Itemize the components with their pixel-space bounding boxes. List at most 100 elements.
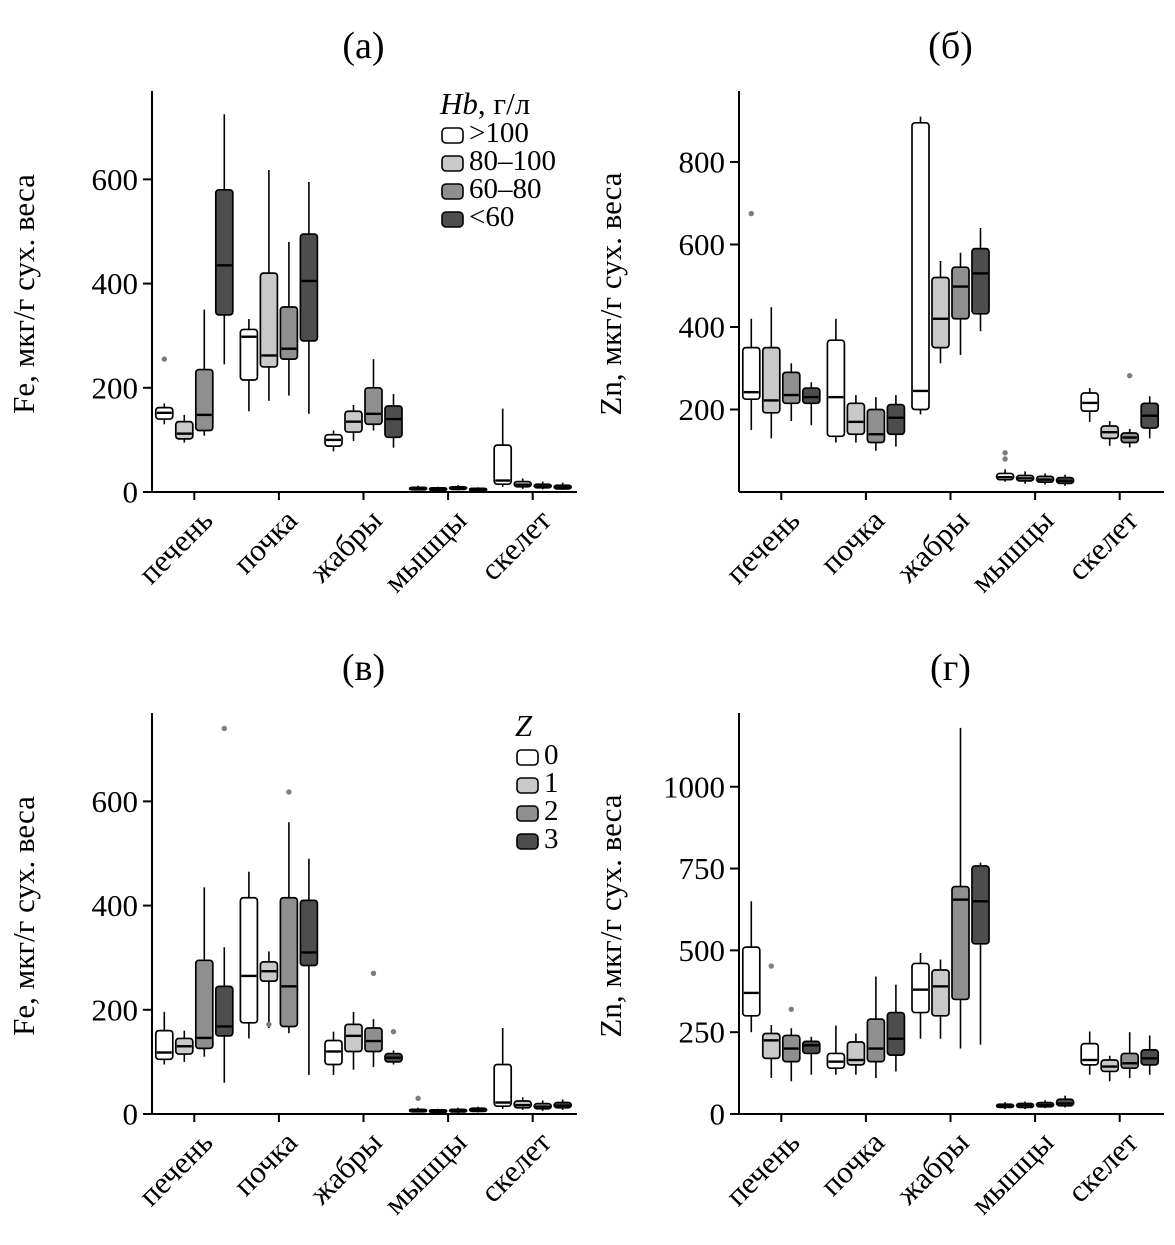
legend-label: >100 xyxy=(469,117,529,149)
outlier-dot xyxy=(415,1095,421,1102)
category-label: мышцы xyxy=(964,1124,1061,1221)
legend-swatch xyxy=(516,833,539,850)
box xyxy=(931,276,950,349)
panel-b-chart: (б) Zn, мкг/г сух. веса 200 400 600 800 печень… xyxy=(593,25,1164,599)
box xyxy=(761,346,781,414)
category-label: жабры xyxy=(302,1124,389,1211)
box xyxy=(239,896,259,1024)
outlier-dot xyxy=(748,210,754,217)
legend-swatch xyxy=(441,155,464,172)
box xyxy=(801,1040,821,1055)
legend-swatch xyxy=(441,183,464,200)
box xyxy=(846,1041,866,1066)
box xyxy=(911,962,930,1014)
y-tick-label: 0 xyxy=(710,1097,726,1132)
box xyxy=(866,1018,886,1063)
box xyxy=(493,1063,513,1108)
y-axis-label: Zn, мкг/г сух. веса xyxy=(593,794,628,1037)
outlier-dot xyxy=(286,789,292,795)
outlier-dot xyxy=(1002,456,1008,462)
outlier-dot xyxy=(161,356,167,362)
box xyxy=(364,386,383,426)
category-label: жабры xyxy=(889,502,976,589)
category-label: мышцы xyxy=(377,502,474,599)
legend-label: 80–100 xyxy=(469,145,556,177)
box xyxy=(866,408,886,444)
box xyxy=(951,266,970,320)
legend-swatch xyxy=(441,211,464,228)
box xyxy=(801,387,821,405)
box xyxy=(239,328,259,381)
legend-label: 2 xyxy=(544,795,559,827)
category-label: печень xyxy=(131,502,219,590)
box xyxy=(826,339,846,438)
box xyxy=(971,865,990,945)
y-tick-label: 750 xyxy=(679,851,726,886)
box xyxy=(1080,1042,1100,1066)
y-tick-label: 200 xyxy=(679,392,726,427)
y-axis-label: Zn, мкг/г сух. веса xyxy=(593,172,628,415)
category-label: жабры xyxy=(302,502,389,589)
legend-swatch xyxy=(516,749,539,766)
y-axis-label: Fe, мкг/г сух. веса xyxy=(6,174,41,414)
y-tick-label: 200 xyxy=(92,370,139,405)
legend-title: Z xyxy=(515,708,533,743)
box xyxy=(279,896,299,1028)
outlier-dot xyxy=(370,970,377,977)
category-label: мышцы xyxy=(377,1124,474,1221)
box xyxy=(931,969,950,1017)
category-label: почка xyxy=(226,1124,304,1202)
box xyxy=(344,1023,363,1053)
legend-swatch xyxy=(441,127,464,144)
outlier-dot xyxy=(768,963,774,969)
outlier-dot xyxy=(390,1028,397,1035)
box xyxy=(911,121,930,411)
outlier-dot xyxy=(788,1006,794,1012)
panel-g-chart: (г) Zn, мкг/г сух. веса 0 250 500 750 1000 пече… xyxy=(593,647,1164,1221)
legend-label: 0 xyxy=(544,739,559,771)
category-label: печень xyxy=(718,1124,806,1212)
legend-label: <60 xyxy=(469,201,514,233)
y-tick-label: 500 xyxy=(679,933,726,968)
y-tick-label: 600 xyxy=(679,227,726,262)
panel-v-chart: (в) Fe, мкг/г сух. веса 0 200 400 600 печень по… xyxy=(6,647,577,1221)
category-label: почка xyxy=(226,502,304,580)
y-tick-label: 200 xyxy=(92,992,139,1027)
box xyxy=(214,985,234,1037)
outlier-dot xyxy=(1127,372,1133,379)
category-label: почка xyxy=(813,502,891,580)
box xyxy=(951,885,970,1001)
category-label: печень xyxy=(718,502,806,590)
category-label: жабры xyxy=(889,1124,976,1211)
legend-label: 1 xyxy=(544,767,559,799)
category-label: скелет xyxy=(1060,502,1145,587)
panel-title: (а) xyxy=(342,25,384,67)
y-tick-label: 0 xyxy=(123,475,139,510)
y-tick-label: 250 xyxy=(679,1015,726,1050)
category-label: почка xyxy=(813,1124,891,1202)
panel-title: (б) xyxy=(928,25,973,67)
box xyxy=(741,346,761,401)
y-tick-label: 800 xyxy=(679,145,726,180)
box xyxy=(1120,1052,1140,1070)
panel-a-chart: (а) Fe, мкг/г сух. веса 0 200 400 600 печень по… xyxy=(6,25,577,599)
legend-label: 3 xyxy=(544,823,559,855)
outlier-dot xyxy=(1002,450,1008,456)
legend-swatch xyxy=(516,805,539,822)
box xyxy=(886,1011,906,1056)
box xyxy=(493,444,513,486)
box xyxy=(384,405,403,439)
box xyxy=(154,1029,174,1061)
box xyxy=(174,420,194,440)
box xyxy=(761,1032,781,1060)
category-label: скелет xyxy=(473,1124,558,1209)
y-tick-label: 400 xyxy=(92,888,139,923)
box xyxy=(364,1027,383,1053)
y-tick-label: 600 xyxy=(92,162,139,197)
box xyxy=(214,188,234,316)
legend-label: 60–80 xyxy=(469,173,542,205)
category-label: печень xyxy=(131,1124,219,1212)
box xyxy=(741,946,761,1017)
box xyxy=(279,306,299,360)
